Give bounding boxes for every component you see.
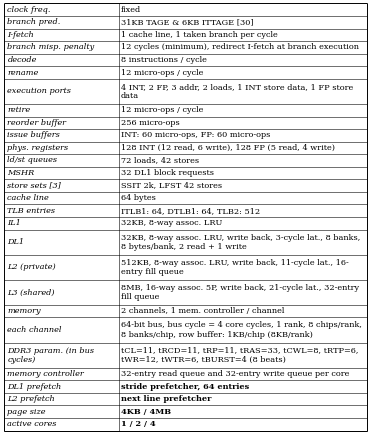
Text: 12 micro-ops / cycle: 12 micro-ops / cycle	[121, 106, 203, 114]
Text: page size: page size	[7, 408, 46, 416]
Text: 32KB, 8-way assoc. LRU, write back, 3-cycle lat., 8 banks,
8 bytes/bank, 2 read : 32KB, 8-way assoc. LRU, write back, 3-cy…	[121, 233, 360, 251]
Text: 32 DL1 block requests: 32 DL1 block requests	[121, 169, 214, 177]
Text: DL1: DL1	[7, 238, 24, 246]
Text: 512KB, 8-way assoc. LRU, write back, 11-cycle lat., 16-
entry fill queue: 512KB, 8-way assoc. LRU, write back, 11-…	[121, 259, 348, 276]
Text: 12 micro-ops / cycle: 12 micro-ops / cycle	[121, 69, 203, 76]
Text: ld/st queues: ld/st queues	[7, 157, 58, 164]
Text: retire: retire	[7, 106, 30, 114]
Text: next line prefetcher: next line prefetcher	[121, 395, 211, 403]
Text: IL1: IL1	[7, 219, 21, 227]
Text: 256 micro-ops: 256 micro-ops	[121, 119, 180, 127]
Text: active cores: active cores	[7, 420, 57, 428]
Text: phys. registers: phys. registers	[7, 144, 69, 152]
Text: TLB entries: TLB entries	[7, 207, 55, 215]
Text: DDR3 param. (in bus
cycles): DDR3 param. (in bus cycles)	[7, 347, 95, 364]
Text: 8 instructions / cycle: 8 instructions / cycle	[121, 56, 207, 64]
Text: INT: 60 micro-ops, FP: 60 micro-ops: INT: 60 micro-ops, FP: 60 micro-ops	[121, 132, 270, 139]
Text: memory: memory	[7, 307, 41, 315]
Text: store sets [3]: store sets [3]	[7, 181, 61, 190]
Text: 32KB, 8-way assoc. LRU: 32KB, 8-way assoc. LRU	[121, 219, 222, 227]
Text: DL1 prefetch: DL1 prefetch	[7, 382, 62, 391]
Text: 1 cache line, 1 taken branch per cycle: 1 cache line, 1 taken branch per cycle	[121, 31, 278, 39]
Text: memory controller: memory controller	[7, 370, 84, 378]
Text: 72 loads, 42 stores: 72 loads, 42 stores	[121, 157, 199, 164]
Text: branch pred.: branch pred.	[7, 18, 61, 26]
Text: cache line: cache line	[7, 194, 49, 202]
Text: MSHR: MSHR	[7, 169, 35, 177]
Text: 8MB, 16-way assoc. 5P, write back, 21-cycle lat., 32-entry
fill queue: 8MB, 16-way assoc. 5P, write back, 21-cy…	[121, 284, 359, 301]
Text: 2 channels, 1 mem. controller / channel: 2 channels, 1 mem. controller / channel	[121, 307, 284, 315]
Text: decode: decode	[7, 56, 37, 64]
Text: L3 (shared): L3 (shared)	[7, 288, 55, 296]
Text: 64-bit bus, bus cycle = 4 core cycles, 1 rank, 8 chips/rank,
8 banks/chip, row b: 64-bit bus, bus cycle = 4 core cycles, 1…	[121, 322, 362, 339]
Text: 12 cycles (minimum), redirect I-fetch at branch execution: 12 cycles (minimum), redirect I-fetch at…	[121, 43, 359, 52]
Text: SSIT 2k, LFST 42 stores: SSIT 2k, LFST 42 stores	[121, 181, 222, 190]
Text: each channel: each channel	[7, 326, 62, 334]
Text: L2 prefetch: L2 prefetch	[7, 395, 55, 403]
Text: 128 INT (12 read, 6 write), 128 FP (5 read, 4 write): 128 INT (12 read, 6 write), 128 FP (5 re…	[121, 144, 335, 152]
Text: branch misp. penalty: branch misp. penalty	[7, 43, 95, 52]
Text: 32-entry read queue and 32-entry write queue per core: 32-entry read queue and 32-entry write q…	[121, 370, 349, 378]
Text: reorder buffer: reorder buffer	[7, 119, 66, 127]
Text: L2 (private): L2 (private)	[7, 263, 56, 271]
Text: clock freq.: clock freq.	[7, 6, 51, 14]
Text: ITLB1: 64, DTLB1: 64, TLB2: 512: ITLB1: 64, DTLB1: 64, TLB2: 512	[121, 207, 260, 215]
Text: stride prefetcher, 64 entries: stride prefetcher, 64 entries	[121, 382, 249, 391]
Text: issue buffers: issue buffers	[7, 132, 60, 139]
Text: 64 bytes: 64 bytes	[121, 194, 155, 202]
Text: I-fetch: I-fetch	[7, 31, 34, 39]
Text: tCL=11, tRCD=11, tRP=11, tRAS=33, tCWL=8, tRTP=6,
tWR=12, tWTR=6, tBURST=4 (8 be: tCL=11, tRCD=11, tRP=11, tRAS=33, tCWL=8…	[121, 347, 358, 364]
Text: 31KB TAGE & 6KB ITTAGE [30]: 31KB TAGE & 6KB ITTAGE [30]	[121, 18, 253, 26]
Text: rename: rename	[7, 69, 39, 76]
Text: fixed: fixed	[121, 6, 141, 14]
Text: execution ports: execution ports	[7, 87, 71, 95]
Text: 4KB / 4MB: 4KB / 4MB	[121, 408, 171, 416]
Text: 1 / 2 / 4: 1 / 2 / 4	[121, 420, 155, 428]
Text: 4 INT, 2 FP, 3 addr, 2 loads, 1 INT store data, 1 FP store
data: 4 INT, 2 FP, 3 addr, 2 loads, 1 INT stor…	[121, 83, 353, 100]
